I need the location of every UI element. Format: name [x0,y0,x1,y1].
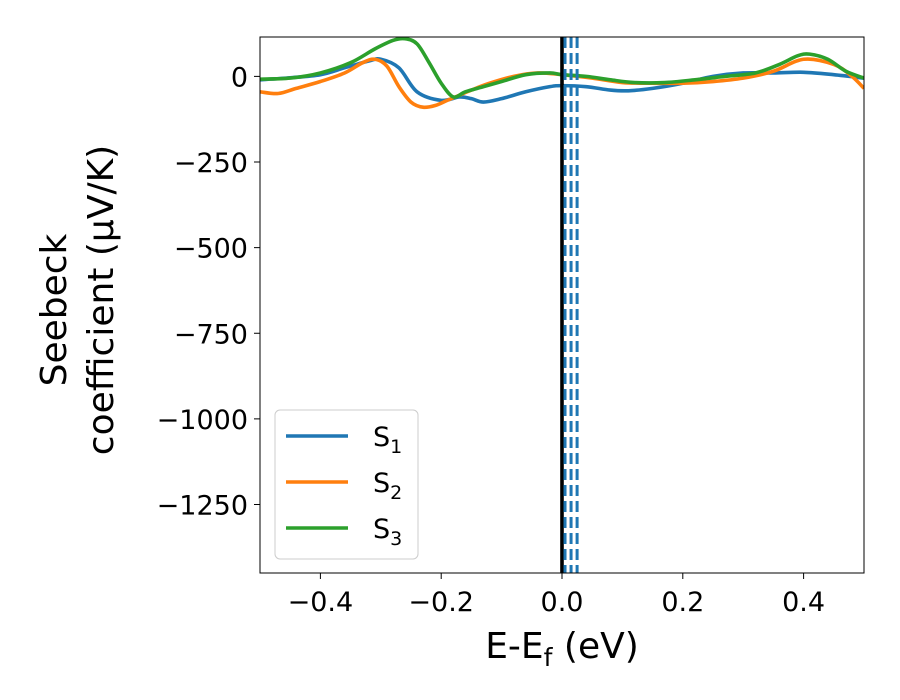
legend-label-s1: S1 [373,422,402,458]
y-tick-label: −250 [174,148,248,179]
legend-label-s3: S3 [373,514,402,550]
x-tick-label: 0.0 [541,587,584,618]
x-tick-label: 0.4 [782,587,825,618]
y-tick-label: 0 [231,62,248,93]
x-tick-label: −0.4 [288,587,354,618]
axis-ticks: −0.4 −0.2 0.0 0.2 0.4 0 −250 −500 −750 −1000 −1250 [157,62,825,618]
x-tick-label: 0.2 [661,587,704,618]
y-tick-label: −1250 [157,491,248,522]
legend: S1 S2 S3 [274,409,419,560]
x-tick-label: −0.2 [408,587,474,618]
legend-label-s2: S2 [373,468,402,504]
legend-box [274,409,419,560]
y-tick-label: −500 [174,234,248,265]
x-axis-label: E-Ef (eV) [485,626,639,672]
y-tick-label: −1000 [157,405,248,436]
plot-frame [259,36,865,574]
series-line-s3 [260,37,864,99]
y-tick-label: −750 [174,319,248,350]
y-axis-label-line1: Seebeck [34,233,75,386]
y-axis-label-line2: coefficient (μV/K) [81,145,122,455]
